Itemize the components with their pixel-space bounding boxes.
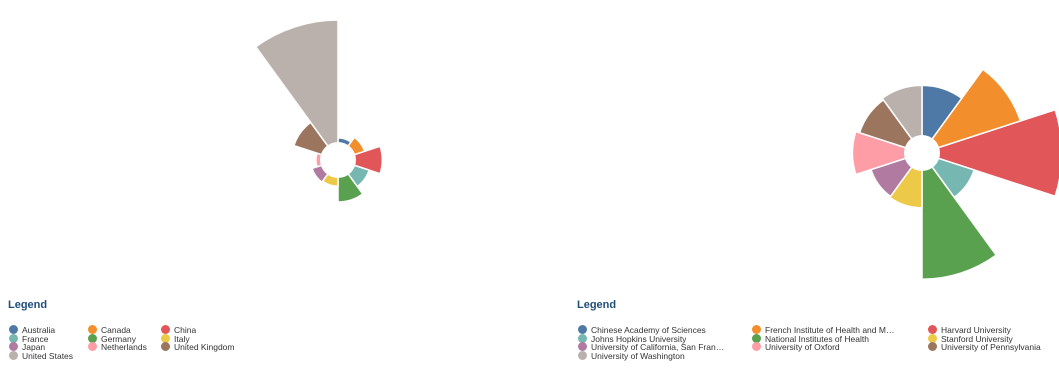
legend-label: University of Washington bbox=[591, 351, 685, 361]
legend-item-university-of-pennsylvania[interactable]: University of Pennsylvania bbox=[928, 342, 1041, 353]
legend-label: United Kingdom bbox=[174, 342, 234, 352]
legend-item-university-of-washington[interactable]: University of Washington bbox=[578, 351, 685, 362]
left-chart-panel: Legend Australia Canada China France Germany… bbox=[0, 0, 530, 374]
legend-label: Netherlands bbox=[101, 342, 147, 352]
legend-title: Legend bbox=[577, 299, 616, 311]
legend-swatch bbox=[928, 342, 937, 351]
legend-swatch bbox=[752, 342, 761, 351]
legend-label: University of Oxford bbox=[765, 342, 840, 352]
country-pie-chart bbox=[0, 0, 530, 300]
legend-swatch bbox=[161, 342, 170, 351]
center-hole bbox=[320, 142, 356, 178]
right-chart-panel: Legend Chinese Academy of Sciences French… bbox=[570, 0, 1059, 374]
institution-pie-chart bbox=[570, 0, 1059, 300]
legend-label: University of Pennsylvania bbox=[941, 342, 1041, 352]
legend-label: United States bbox=[22, 351, 73, 361]
legend-swatch bbox=[88, 342, 97, 351]
center-hole bbox=[904, 135, 940, 171]
legend-item-university-of-oxford[interactable]: University of Oxford bbox=[752, 342, 840, 353]
legend-item-united-kingdom[interactable]: United Kingdom bbox=[161, 342, 234, 353]
legend-swatch bbox=[9, 351, 18, 360]
legend-swatch bbox=[578, 351, 587, 360]
legend-title: Legend bbox=[8, 299, 47, 311]
legend-item-netherlands[interactable]: Netherlands bbox=[88, 342, 147, 353]
legend-item-united-states[interactable]: United States bbox=[9, 351, 73, 362]
